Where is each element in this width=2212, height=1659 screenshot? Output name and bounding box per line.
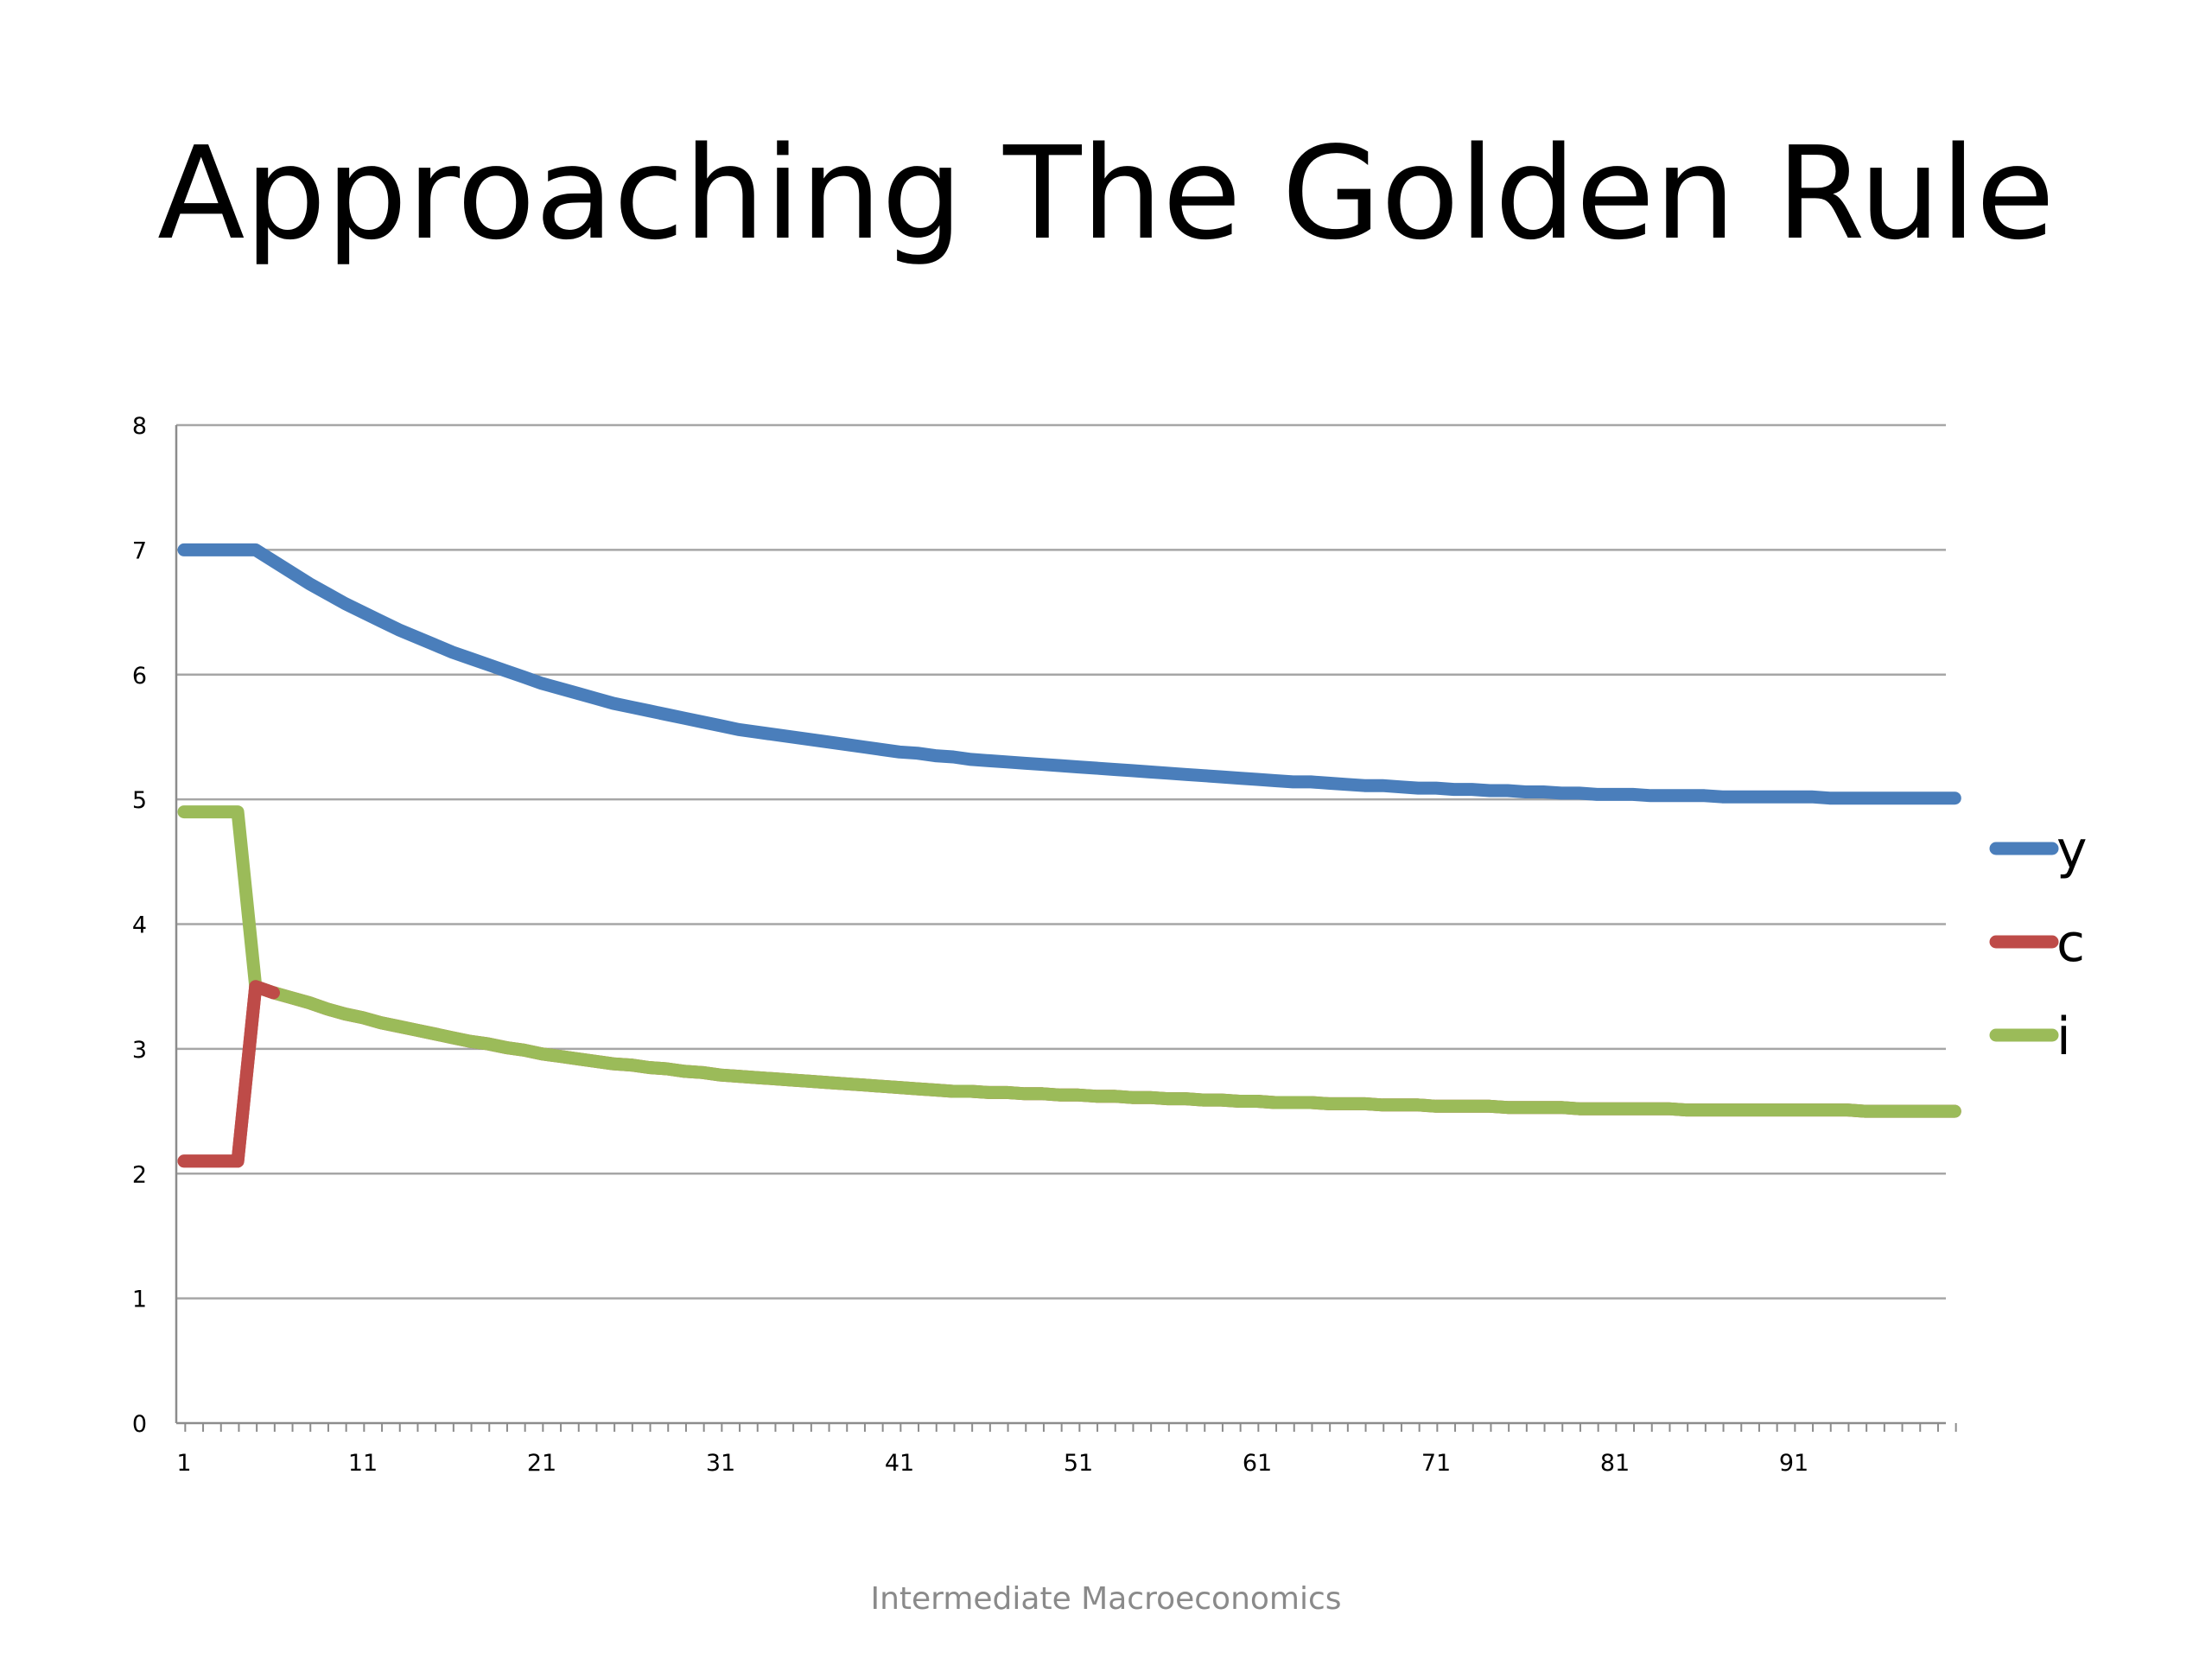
y-tick-label: 0 — [132, 1411, 147, 1438]
series-line-i — [177, 805, 1961, 1118]
x-tick-label: 51 — [1064, 1450, 1093, 1477]
x-tick-label: 11 — [348, 1450, 378, 1477]
x-tick-label: 21 — [527, 1450, 556, 1477]
slide-title: Approaching The Golden Rule — [157, 119, 2055, 268]
legend-label-y: y — [2056, 820, 2088, 880]
x-tick-label: 81 — [1600, 1450, 1630, 1477]
series-line-c-start — [177, 980, 280, 1168]
x-tick-label: 41 — [885, 1450, 914, 1477]
y-tick-label: 3 — [132, 1037, 147, 1064]
x-tick-label: 1 — [176, 1450, 191, 1477]
series-line-y — [177, 543, 1961, 805]
legend-label-i: i — [2056, 1007, 2071, 1067]
legend-label-c: c — [2056, 913, 2085, 974]
x-tick-label: 71 — [1421, 1450, 1451, 1477]
y-tick-label: 8 — [132, 413, 147, 440]
x-tick-label: 31 — [706, 1450, 735, 1477]
gridlines — [176, 423, 1946, 1300]
x-tick-label: 91 — [1779, 1450, 1808, 1477]
y-tick-label: 7 — [132, 537, 147, 564]
y-tick-label: 6 — [132, 663, 147, 690]
y-tick-label: 1 — [132, 1287, 147, 1313]
y-tick-label: 2 — [132, 1161, 147, 1188]
x-tick-label: 61 — [1243, 1450, 1272, 1477]
y-tick-label: 5 — [132, 787, 147, 814]
legend: yci — [1989, 820, 2088, 1067]
series-line-c — [177, 980, 1961, 1168]
y-tick-label: 4 — [132, 912, 147, 939]
slide-footer: Intermediate Macroeconomics — [870, 1581, 1342, 1617]
series-lines — [177, 543, 1961, 1168]
